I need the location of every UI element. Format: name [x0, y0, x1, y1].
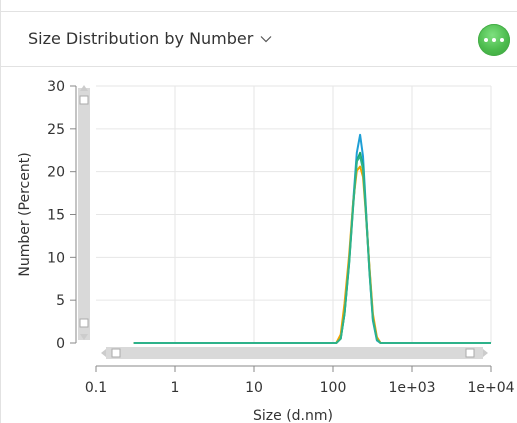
scroll-handle-bottom[interactable] — [79, 318, 89, 328]
x-axis-title: Size (d.nm) — [253, 408, 333, 423]
more-options-button[interactable] — [478, 24, 510, 56]
y-tick-label: 5 — [56, 293, 65, 309]
series-line-4 — [133, 155, 491, 344]
series-line-3 — [133, 165, 491, 344]
scroll-up-arrow-icon[interactable] — [80, 85, 88, 91]
y-tick-label: 20 — [47, 165, 65, 181]
scroll-handle-right[interactable] — [465, 348, 475, 358]
series-layer — [133, 133, 491, 344]
x-tick-label: 1 — [171, 380, 180, 396]
chart-type-dropdown[interactable]: Size Distribution by Number — [28, 29, 272, 48]
scroll-left-arrow-icon[interactable] — [101, 349, 106, 357]
axes — [70, 85, 492, 372]
horizontal-scrollbar[interactable] — [101, 347, 488, 359]
scroll-handle-top[interactable] — [79, 95, 89, 105]
x-tick-label: 1e+04 — [467, 380, 514, 396]
x-tick-label: 10 — [245, 380, 263, 396]
series-line-2 — [133, 151, 491, 344]
axis-labels: 0 5 10 15 20 25 30 0.1 1 10 100 1e+03 1e+04 Size (d.n… — [17, 79, 515, 423]
y-tick-label: 0 — [56, 336, 65, 352]
y-tick-label: 30 — [47, 79, 65, 95]
grid-lines — [96, 85, 492, 343]
y-tick-label: 15 — [47, 208, 65, 224]
more-horizontal-icon — [482, 38, 506, 42]
x-tick-label: 0.1 — [85, 380, 107, 396]
scroll-handle-left[interactable] — [111, 348, 121, 358]
x-tick-label: 100 — [320, 380, 347, 396]
series-line-1 — [133, 133, 491, 344]
x-tick-label: 1e+03 — [388, 380, 435, 396]
scroll-right-arrow-icon[interactable] — [483, 349, 488, 357]
y-tick-label: 25 — [47, 122, 65, 138]
vertical-scrollbar[interactable] — [78, 85, 90, 340]
panel-header: Size Distribution by Number — [1, 11, 517, 67]
chevron-down-icon — [260, 35, 272, 42]
panel-title: Size Distribution by Number — [28, 29, 254, 48]
scroll-down-arrow-icon[interactable] — [80, 334, 88, 340]
y-axis-title: Number (Percent) — [17, 152, 33, 276]
y-tick-label: 10 — [47, 250, 65, 266]
